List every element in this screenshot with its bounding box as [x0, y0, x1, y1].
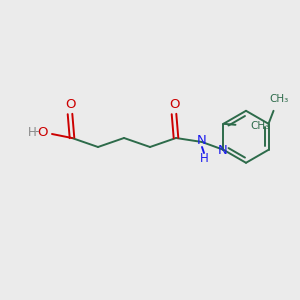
Text: O: O: [38, 125, 48, 139]
Text: H: H: [200, 152, 208, 164]
Text: N: N: [218, 144, 227, 157]
Text: O: O: [170, 98, 180, 112]
Text: -: -: [34, 125, 39, 139]
Text: CH₃: CH₃: [250, 121, 270, 131]
Text: O: O: [66, 98, 76, 112]
Text: CH₃: CH₃: [269, 94, 288, 104]
Text: H: H: [28, 125, 36, 139]
Text: N: N: [197, 134, 207, 148]
